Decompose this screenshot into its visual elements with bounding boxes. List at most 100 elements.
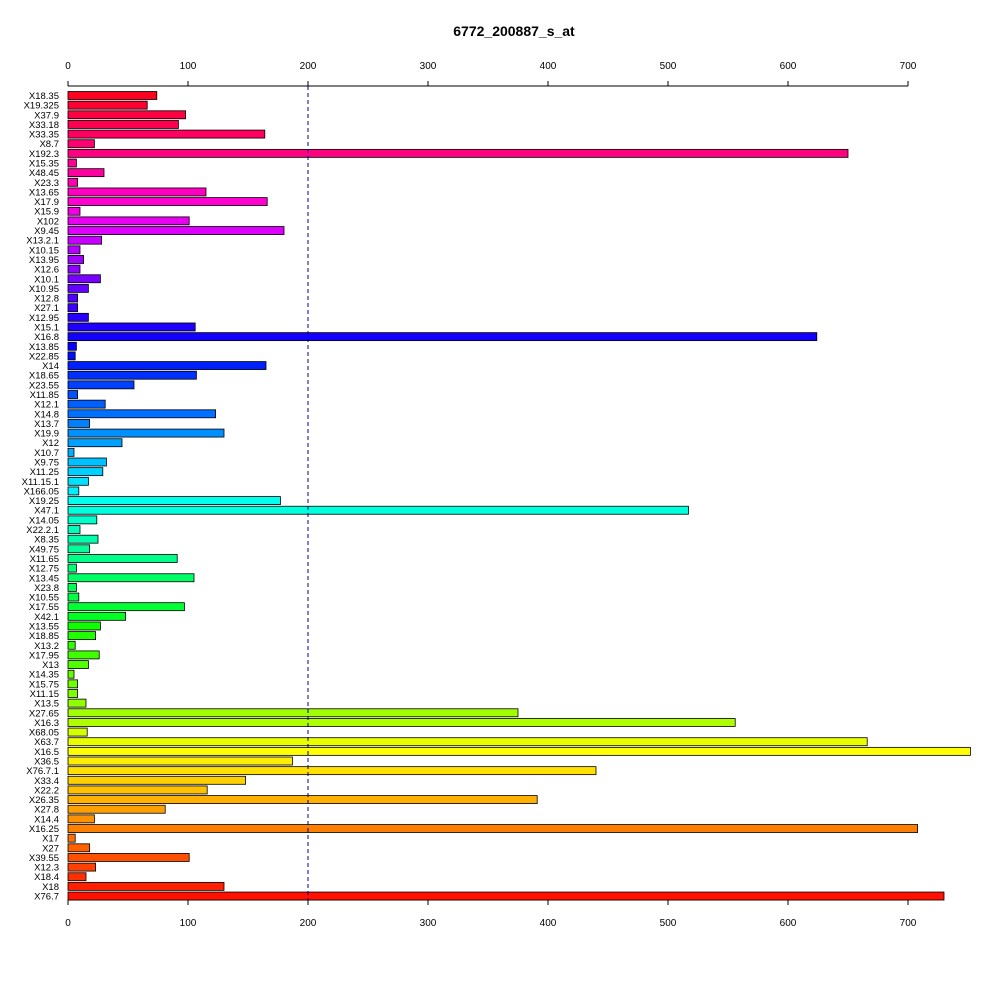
bar — [67, 843, 91, 853]
bottom-tick-label: 100 — [180, 918, 197, 929]
category-label: X33.4 — [34, 776, 59, 787]
category-label: X18.65 — [29, 371, 59, 382]
category-label: X11.85 — [30, 390, 59, 401]
category-label: X12.3 — [34, 863, 59, 874]
category-label: X27.65 — [29, 708, 59, 719]
bar — [67, 390, 78, 399]
bar-group — [67, 91, 971, 901]
category-label: X19.25 — [29, 496, 59, 507]
bar — [67, 245, 81, 255]
category-label: X11.15.1 — [22, 477, 59, 488]
bar — [67, 881, 225, 891]
bar — [67, 534, 99, 544]
bar — [67, 255, 84, 264]
bottom-tick-label: 600 — [780, 918, 797, 929]
bar — [67, 100, 148, 110]
bar — [67, 447, 75, 457]
bottom-tick-label: 400 — [540, 918, 557, 929]
bottom-x-axis: 0 100 200 300 400 500 600 700 — [65, 899, 917, 929]
category-label: X13.95 — [29, 255, 59, 266]
category-label: X14.35 — [29, 670, 59, 681]
bar — [67, 563, 77, 573]
category-label: X16.5 — [34, 747, 59, 758]
bar — [67, 496, 281, 505]
bottom-tick-label: 300 — [420, 918, 437, 929]
category-label: X18 — [42, 882, 59, 893]
category-label: X10.7 — [34, 448, 59, 459]
category-label: X14.4 — [34, 814, 59, 825]
category-label: X13.85 — [29, 342, 59, 353]
bar — [67, 872, 87, 882]
category-label: X12.75 — [29, 564, 59, 575]
bar — [67, 187, 207, 197]
bar — [67, 785, 208, 795]
category-label: X13.7 — [34, 419, 59, 430]
bar — [67, 197, 268, 206]
category-labels: X18.35X19.325X37.9X33.18X33.35X8.7X192.3… — [22, 91, 59, 903]
category-label: X166.05 — [24, 486, 59, 497]
category-label: X23.55 — [29, 380, 59, 391]
category-label: X11.25 — [30, 467, 59, 478]
category-label: X42.1 — [34, 612, 59, 623]
bar — [67, 91, 158, 100]
category-label: X102 — [37, 216, 59, 227]
category-label: X10.1 — [34, 274, 59, 285]
category-label: X13.65 — [29, 187, 59, 198]
bar — [67, 708, 519, 718]
category-label: X76.7.1 — [26, 766, 59, 777]
category-label: X17.95 — [29, 650, 59, 661]
bar — [67, 409, 217, 419]
bar — [67, 775, 247, 785]
category-label: X37.9 — [34, 110, 59, 121]
bar — [67, 486, 80, 496]
category-label: X16.8 — [34, 332, 59, 343]
bar — [67, 380, 135, 390]
top-tick-label: 500 — [660, 61, 677, 72]
category-label: X11.15 — [30, 689, 59, 700]
category-label: X14.05 — [29, 515, 59, 526]
category-label: X63.7 — [34, 737, 59, 748]
bar — [67, 853, 190, 862]
category-label: X23.8 — [34, 583, 59, 594]
category-label: X49.75 — [29, 544, 59, 555]
bar — [67, 631, 97, 641]
bar — [67, 177, 78, 187]
category-label: X12.8 — [34, 294, 59, 305]
bottom-tick-label: 700 — [900, 918, 917, 929]
bar — [67, 660, 89, 669]
top-tick-label: 600 — [780, 61, 797, 72]
bar — [67, 573, 195, 583]
bar — [67, 814, 95, 824]
bar — [67, 370, 197, 380]
bar — [67, 756, 293, 766]
bar — [67, 264, 81, 274]
category-label: X26.35 — [29, 795, 59, 806]
bar — [67, 746, 971, 756]
bar — [67, 833, 76, 843]
chart-title: 6772_200887_s_at — [453, 23, 575, 39]
category-label: X11.65 — [30, 554, 59, 565]
bar — [67, 312, 89, 322]
top-tick-label: 0 — [65, 61, 71, 72]
bar — [67, 727, 88, 737]
bar — [67, 168, 105, 178]
bar — [67, 332, 818, 342]
category-label: X18.85 — [29, 631, 59, 642]
bar — [67, 525, 81, 534]
category-label: X12.1 — [34, 400, 59, 411]
category-label: X27.8 — [34, 805, 59, 816]
bar — [67, 129, 266, 139]
top-tick-label: 100 — [180, 61, 197, 72]
category-label: X15.1 — [34, 322, 59, 333]
bar — [67, 419, 91, 428]
category-label: X36.5 — [34, 757, 59, 768]
category-label: X22.2.1 — [26, 525, 59, 536]
category-label: X14.8 — [34, 409, 59, 420]
category-label: X10.95 — [29, 284, 59, 295]
category-label: X12 — [42, 438, 59, 449]
category-label: X22.2 — [34, 785, 59, 796]
category-label: X9.75 — [34, 458, 59, 469]
bar — [67, 602, 185, 612]
bar — [67, 283, 89, 293]
